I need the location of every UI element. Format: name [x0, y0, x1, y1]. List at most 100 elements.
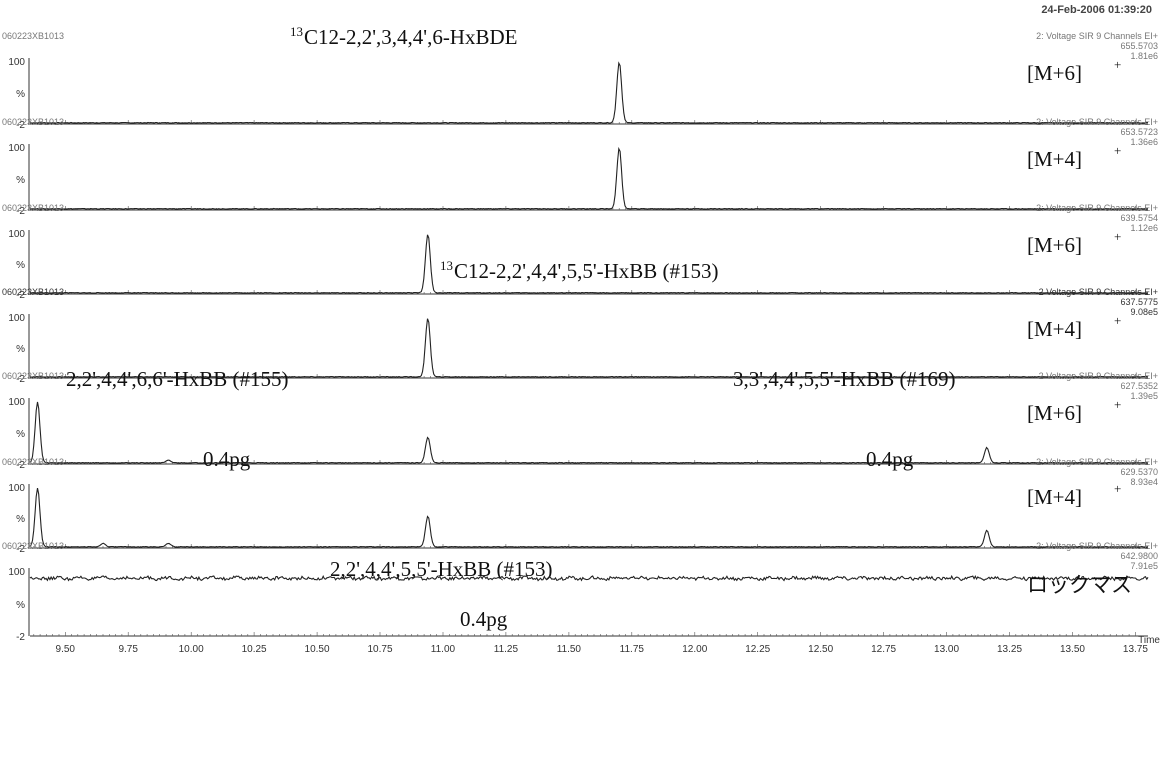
y-tick-label: -2	[16, 544, 25, 555]
peak-annotation: C12-2,2',4,4',5,5'-HxBB (#153)	[454, 259, 719, 283]
x-tick-label: 10.75	[367, 644, 392, 655]
y-tick-label: 100	[8, 313, 25, 324]
y-tick-label: 100	[8, 143, 25, 154]
annotation-superscript: 13	[440, 258, 453, 273]
intensity-value: 1.81e6	[1130, 51, 1158, 61]
y-tick-label: -2	[16, 374, 25, 385]
sample-id: 060223XB1013	[2, 541, 64, 551]
ion-charge: +	[1114, 397, 1121, 412]
ion-label: [M+4]	[1027, 147, 1082, 171]
y-tick-label: %	[16, 89, 25, 100]
function-label: 2 Voltage SIR 9 Channels EI+	[1039, 371, 1158, 381]
x-tick-label: 12.50	[808, 644, 833, 655]
y-tick-label: 100	[8, 229, 25, 240]
chromatogram-trace	[29, 146, 1149, 210]
y-tick-label: 100	[8, 483, 25, 494]
chromatogram-panel: 060223XB1013 2: Voltage SIR 9 Channels EI…	[2, 541, 1158, 643]
ion-charge: +	[1114, 143, 1121, 158]
x-tick-label: 10.50	[305, 644, 330, 655]
intensity-value: 1.36e6	[1130, 137, 1158, 147]
x-tick-label: 11.25	[494, 644, 519, 655]
y-tick-label: -2	[16, 460, 25, 471]
intensity-value: 7.91e5	[1130, 561, 1158, 571]
ion-label: [M+6]	[1027, 233, 1082, 257]
x-tick-label: 10.00	[179, 644, 204, 655]
x-tick-label: 13.50	[1060, 644, 1085, 655]
sample-id: 060223XB1013	[2, 31, 64, 41]
function-label: 2: Voltage SIR 9 Channels EI+	[1036, 203, 1158, 213]
chromatogram-panel: 060223XB1013 2 Voltage SIR 9 Channels EI+…	[2, 287, 1158, 385]
ion-label: [M+6]	[1027, 61, 1082, 85]
x-tick-label: 12.75	[871, 644, 896, 655]
y-tick-label: %	[16, 260, 25, 271]
sample-id: 060223XB1013	[2, 371, 64, 381]
x-tick-label: 10.25	[242, 644, 267, 655]
y-tick-label: -2	[16, 120, 25, 131]
y-tick-label: 100	[8, 397, 25, 408]
chromatogram-trace	[30, 318, 1149, 378]
x-axis-title: Time	[1138, 635, 1160, 646]
y-tick-label: %	[16, 600, 25, 611]
chromatogram-panel: 060223XB1013 2: Voltage SIR 9 Channels EI…	[2, 457, 1158, 631]
sample-id: 060223XB1013	[2, 117, 64, 127]
peak-annotation: 3,3',4,4',5,5'-HxBB (#169)	[733, 367, 956, 391]
mass-value: 627.5352	[1120, 381, 1158, 391]
peak-annotation: C12-2,2',3,4,4',6-HxBDE	[304, 25, 517, 49]
mass-value: 637.5775	[1120, 297, 1158, 307]
function-label: 2: Voltage SIR 9 Channels EI+	[1036, 31, 1158, 41]
y-tick-label: -2	[16, 206, 25, 217]
peak-annotation: 2,2',4,4',6,6'-HxBB (#155)	[66, 367, 289, 391]
x-tick-label: 9.50	[56, 644, 76, 655]
intensity-value: 1.39e5	[1130, 391, 1158, 401]
chromatogram-trace	[29, 234, 1149, 294]
x-tick-label: 11.50	[557, 644, 582, 655]
peak-annotation: 0.4pg	[866, 447, 914, 471]
sample-id: 060223XB1013	[2, 457, 64, 467]
x-tick-label: 11.00	[431, 644, 456, 655]
y-tick-label: %	[16, 429, 25, 440]
y-tick-label: -2	[16, 290, 25, 301]
x-tick-label: 12.00	[682, 644, 707, 655]
sample-id: 060223XB1013	[2, 203, 64, 213]
ion-label: ロックマス	[1027, 573, 1132, 597]
y-tick-label: 100	[8, 57, 25, 68]
mass-value: 655.5703	[1120, 41, 1158, 51]
intensity-value: 9.08e5	[1130, 307, 1158, 317]
ion-label: [M+6]	[1027, 401, 1082, 425]
ion-charge: +	[1114, 229, 1121, 244]
x-tick-label: 12.25	[745, 644, 770, 655]
y-tick-label: %	[16, 344, 25, 355]
ion-charge: +	[1114, 313, 1121, 328]
x-tick-label: 13.00	[934, 644, 959, 655]
ion-label: [M+4]	[1027, 317, 1082, 341]
y-tick-label: %	[16, 175, 25, 186]
x-tick-label: 11.75	[620, 644, 645, 655]
chromatogram-panel: 060223XB1013 2 Voltage SIR 9 Channels EI+…	[2, 367, 1158, 471]
function-label: 2: Voltage SIR 9 Channels EI+	[1036, 117, 1158, 127]
chromatogram-trace	[29, 487, 1149, 548]
chromatogram-trace	[30, 61, 1148, 124]
intensity-value: 1.12e6	[1130, 223, 1158, 233]
annotation-superscript: 13	[290, 24, 303, 39]
acquisition-datetime: 24-Feb-2006 01:39:20	[1041, 4, 1152, 16]
ion-charge: +	[1114, 481, 1121, 496]
x-tick-label: 13.75	[1123, 644, 1148, 655]
y-tick-label: 100	[8, 567, 25, 578]
chromatogram-trace	[29, 401, 1149, 464]
ion-label: [M+4]	[1027, 485, 1082, 509]
chromatogram-trace	[29, 574, 1149, 582]
intensity-value: 8.93e4	[1130, 477, 1158, 487]
mass-value: 629.5370	[1120, 467, 1158, 477]
x-axis-ticks	[33, 206, 1136, 210]
peak-annotation: 0.4pg	[203, 447, 251, 471]
sample-id: 060223XB1013	[2, 287, 64, 297]
chromatogram-panel: 060223XB1013 2: Voltage SIR 9 Channels EI…	[2, 203, 1158, 301]
function-label: 2: Voltage SIR 9 Channels EI+	[1036, 457, 1158, 467]
y-tick-label: %	[16, 514, 25, 525]
mass-value: 639.5754	[1120, 213, 1158, 223]
function-label: 2: Voltage SIR 9 Channels EI+	[1036, 541, 1158, 551]
x-tick-label: 13.25	[997, 644, 1022, 655]
peak-annotation: 0.4pg	[460, 607, 508, 631]
x-axis-ticks	[33, 120, 1136, 124]
